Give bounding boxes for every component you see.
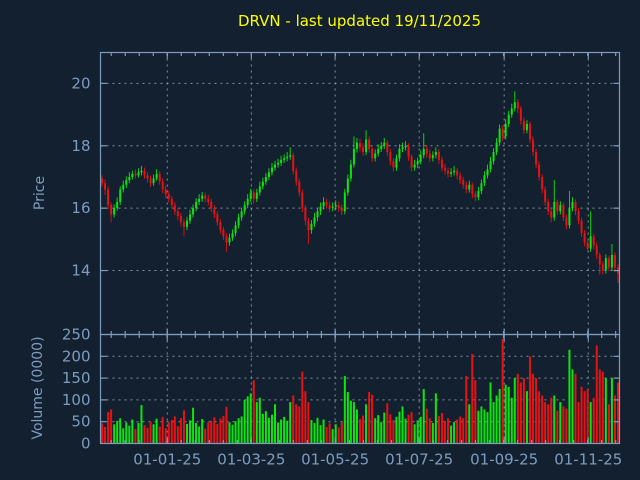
volume-tick-label: 150 [62, 369, 91, 387]
x-tick-label: 01-09-25 [470, 451, 538, 469]
volume-tick-label: 0 [81, 435, 91, 453]
volume-axis-label: Volume (0000) [30, 336, 46, 440]
x-tick-label: 01-03-25 [217, 451, 285, 469]
volume-tick-label: 250 [62, 326, 91, 344]
chart-title: DRVN - last updated 19/11/2025 [237, 12, 481, 30]
volume-tick-label: 50 [71, 413, 90, 431]
x-tick-label: 01-07-25 [385, 451, 453, 469]
price-tick-label: 18 [71, 137, 90, 155]
volume-tick-label: 100 [62, 391, 91, 409]
x-tick-label: 01-11-25 [554, 451, 622, 469]
price-tick-label: 20 [71, 74, 90, 92]
price-axis-label: Price [32, 175, 48, 211]
volume-tick-label: 200 [62, 347, 91, 365]
price-tick-label: 14 [71, 262, 90, 280]
price-tick-label: 16 [71, 199, 90, 217]
x-tick-label: 01-05-25 [301, 451, 369, 469]
x-tick-label: 01-01-25 [133, 451, 201, 469]
